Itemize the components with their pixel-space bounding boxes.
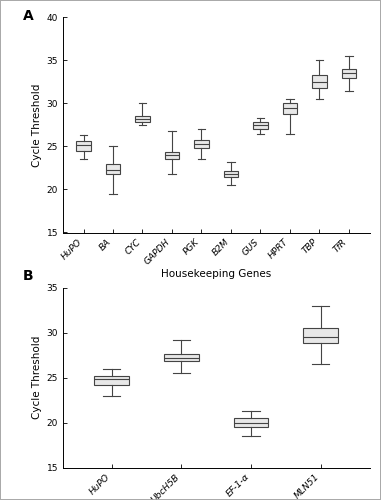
PathPatch shape — [76, 142, 91, 151]
Text: A: A — [23, 9, 34, 23]
PathPatch shape — [234, 418, 269, 427]
PathPatch shape — [135, 116, 150, 121]
PathPatch shape — [106, 164, 120, 174]
PathPatch shape — [165, 152, 179, 160]
X-axis label: Housekeeping Genes: Housekeeping Genes — [161, 269, 271, 279]
PathPatch shape — [253, 122, 268, 130]
Y-axis label: Cycle Threshold: Cycle Threshold — [32, 84, 42, 166]
PathPatch shape — [303, 328, 338, 344]
PathPatch shape — [283, 104, 297, 114]
PathPatch shape — [94, 376, 129, 384]
PathPatch shape — [164, 354, 199, 362]
PathPatch shape — [312, 75, 327, 88]
Text: B: B — [23, 270, 34, 283]
PathPatch shape — [194, 140, 209, 148]
PathPatch shape — [341, 69, 356, 78]
Y-axis label: Cycle Threshold: Cycle Threshold — [32, 336, 42, 419]
PathPatch shape — [224, 170, 239, 176]
